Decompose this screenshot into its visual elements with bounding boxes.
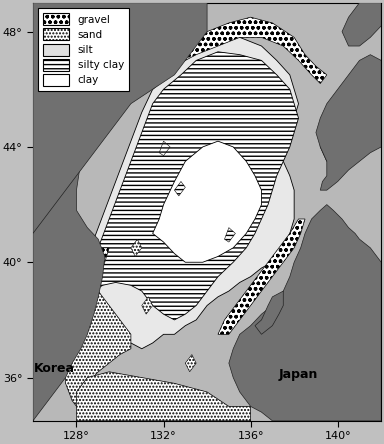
Polygon shape [218,219,305,334]
Polygon shape [174,182,185,196]
Polygon shape [76,37,298,349]
Polygon shape [92,248,109,282]
Polygon shape [33,3,207,234]
Polygon shape [131,239,142,257]
Text: Japan: Japan [279,368,318,381]
Polygon shape [316,55,381,190]
Polygon shape [255,291,283,334]
Polygon shape [153,17,327,89]
Polygon shape [33,3,105,421]
Polygon shape [229,205,381,421]
Polygon shape [159,141,170,155]
Polygon shape [185,354,196,372]
Polygon shape [320,60,381,161]
Polygon shape [225,228,235,242]
Polygon shape [142,297,153,314]
Polygon shape [342,3,381,46]
Polygon shape [153,141,262,262]
Text: Korea: Korea [34,362,75,375]
Polygon shape [88,52,298,320]
Polygon shape [66,291,131,406]
Polygon shape [76,372,251,421]
Legend: gravel, sand, silt, silty clay, clay: gravel, sand, silt, silty clay, clay [38,8,129,91]
Polygon shape [153,141,262,262]
